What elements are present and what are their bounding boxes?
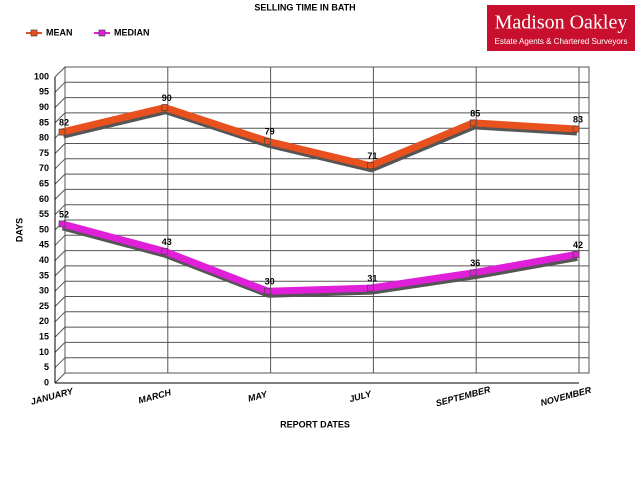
point-marker (469, 119, 477, 127)
grid-line (54, 234, 66, 246)
grid-line (54, 204, 66, 216)
data-label: 82 (59, 117, 69, 127)
point-marker (161, 104, 169, 111)
grid-line (54, 112, 66, 124)
point-marker (469, 269, 477, 277)
data-label: 52 (59, 209, 69, 219)
logo-box (485, 3, 637, 53)
grid-line (54, 97, 66, 108)
data-label: 71 (367, 151, 377, 161)
legend-label: MEAN (46, 27, 73, 37)
y-tick-label: 25 (39, 301, 49, 311)
y-tick-label: 45 (39, 240, 49, 250)
point-marker (161, 248, 169, 255)
grid-line (54, 143, 66, 154)
logo-name: Madison Oakley (495, 12, 628, 34)
series-line (61, 220, 577, 295)
data-label: 31 (367, 274, 377, 284)
grid-line (54, 326, 66, 338)
grid-line (54, 81, 66, 93)
y-tick-label: 65 (39, 178, 49, 188)
legend-marker (98, 29, 106, 37)
logo: Madison Oakley Estate Agents & Chartered… (485, 3, 637, 53)
x-tick-label: JULY (348, 388, 373, 404)
data-label: 85 (470, 108, 480, 118)
y-tick-label: 100 (34, 71, 49, 81)
data-label: 30 (265, 277, 275, 287)
data-label: 90 (162, 93, 172, 103)
grid-line (54, 357, 66, 369)
point-marker (572, 125, 580, 133)
y-tick-label: 95 (39, 87, 49, 97)
y-tick-label: 70 (39, 163, 49, 173)
y-tick-label: 30 (39, 286, 49, 296)
grid-line (54, 342, 66, 353)
point-marker (58, 128, 66, 136)
y-tick-label: 0 (44, 377, 49, 387)
y-tick-label: 5 (44, 362, 49, 372)
x-tick-label: MAY (247, 389, 269, 404)
y-tick-label: 80 (39, 133, 49, 143)
grid-line (54, 311, 66, 323)
grid-line (54, 250, 66, 261)
logo-tagline: Estate Agents & Chartered Surveyors (495, 37, 628, 46)
point-marker (367, 162, 374, 170)
y-tick-label: 20 (39, 316, 49, 326)
x-axis-label: REPORT DATES (280, 419, 350, 429)
y-tick-label: 10 (39, 347, 49, 357)
legend-label: MEDIAN (114, 27, 150, 37)
grid-line (54, 158, 66, 170)
series-line-shadow (61, 221, 578, 298)
y-tick-label: 15 (39, 331, 49, 341)
x-tick-label: NOVEMBER (539, 385, 592, 408)
point-marker (264, 137, 271, 145)
data-label: 43 (162, 237, 172, 247)
series-line (61, 104, 577, 170)
grid-line (54, 280, 66, 292)
data-label: 83 (573, 114, 583, 124)
chart-title: SELLING TIME IN BATH (254, 2, 355, 12)
x-tick-label: MARCH (137, 387, 172, 405)
y-tick-label: 50 (39, 224, 49, 234)
y-tick-label: 85 (39, 117, 49, 127)
grid-line (54, 372, 66, 384)
grid-line (54, 66, 66, 78)
x-tick-label: JANUARY (30, 386, 75, 407)
data-label: 79 (265, 127, 275, 137)
y-tick-label: 35 (39, 270, 49, 280)
x-tick-label: SEPTEMBER (435, 384, 492, 408)
y-tick-label: 60 (39, 194, 49, 204)
grid-line (54, 296, 66, 307)
grid-line (54, 189, 66, 200)
y-tick-label: 55 (39, 209, 49, 219)
y-tick-label: 90 (39, 102, 49, 112)
data-label: 36 (470, 258, 480, 268)
point-marker (572, 251, 580, 258)
grid-line (54, 173, 66, 185)
legend-marker (30, 29, 38, 37)
y-tick-label: 75 (39, 148, 49, 158)
point-marker (367, 284, 374, 292)
data-label: 42 (573, 240, 583, 250)
y-tick-label: 40 (39, 255, 49, 265)
point-marker (264, 287, 271, 295)
y-axis-label: DAYS (14, 218, 24, 242)
grid-line (54, 265, 66, 277)
point-marker (58, 220, 66, 228)
